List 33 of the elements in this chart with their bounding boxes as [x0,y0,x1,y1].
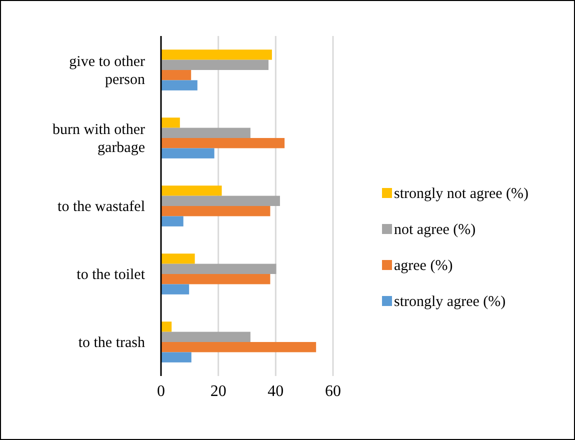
bar [161,322,172,332]
bar [161,148,214,158]
bar [161,196,280,206]
x-tick-label: 40 [268,383,284,400]
x-tick-label: 20 [210,383,226,400]
bar [161,80,198,90]
bar [161,118,180,128]
y-tick-label: to the wastafel [58,199,145,215]
bar [161,128,250,138]
bar [161,342,316,352]
bar [161,332,250,342]
bar [161,284,190,294]
bar [161,138,285,148]
y-tick-label: give to other person [69,54,146,88]
bar [161,186,222,196]
bar [161,274,270,284]
bar [161,60,268,70]
bar [161,352,192,362]
bar [161,206,270,216]
bar [161,216,184,226]
x-tick-label: 60 [325,383,341,400]
bar [161,254,195,264]
x-tick-label: 0 [157,383,165,400]
y-tick-label: to the toilet [76,267,146,283]
legend-label: agree (%) [394,258,453,274]
legend-label: strongly agree (%) [394,294,506,310]
bar [161,50,272,60]
y-tick-label: burn with other garbage [52,122,146,156]
y-tick-label: to the trash [78,335,146,351]
legend-label: strongly not agree (%) [394,186,529,202]
legend-label: not agree (%) [394,222,476,238]
bar [161,264,276,274]
bar [161,70,192,80]
